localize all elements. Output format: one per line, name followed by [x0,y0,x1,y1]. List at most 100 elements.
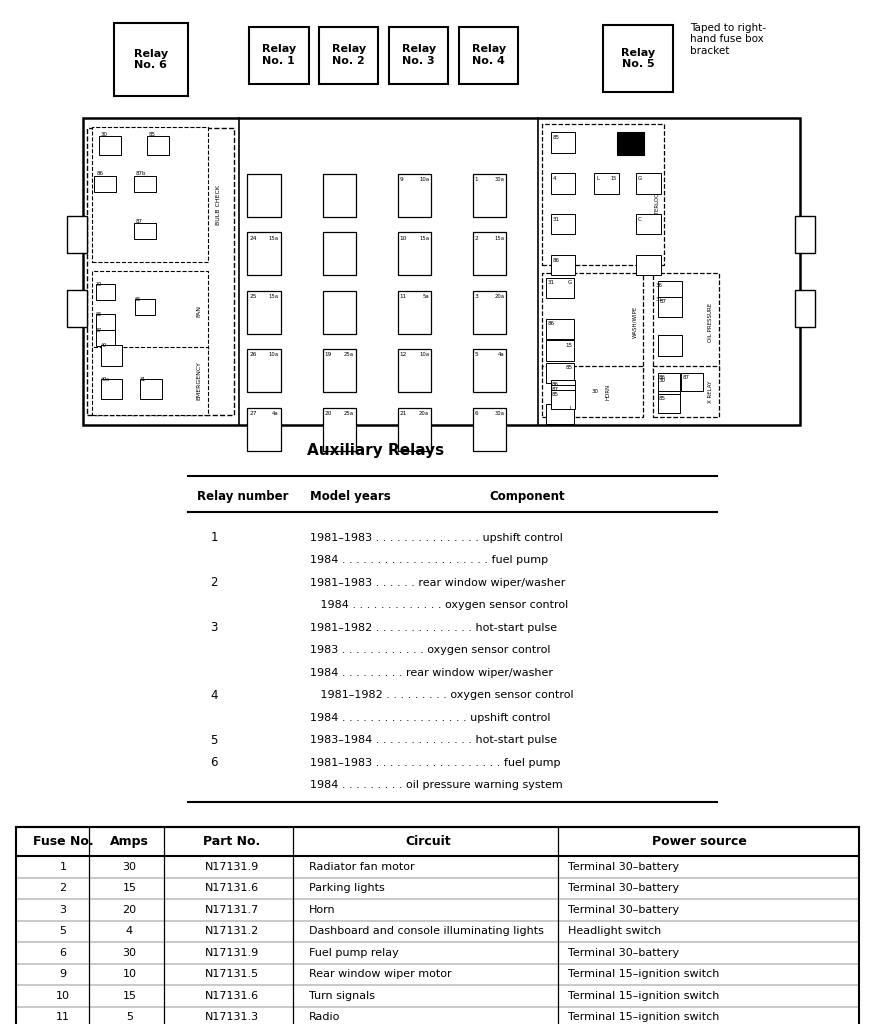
Text: 1984 . . . . . . . . . rear window wiper/washer: 1984 . . . . . . . . . rear window wiper… [310,668,553,678]
Text: 26: 26 [249,352,256,357]
Text: 1981–1982 . . . . . . . . . oxygen sensor control: 1981–1982 . . . . . . . . . oxygen senso… [310,690,574,700]
Bar [617,132,643,155]
Bar [134,223,156,240]
Text: 1984 . . . . . . . . . oil pressure warning system: 1984 . . . . . . . . . oil pressure warn… [310,780,563,791]
Text: 85: 85 [552,135,559,140]
Text: 30a: 30a [495,411,504,416]
Bar [83,118,800,425]
Text: Taped to right-
hand fuse box
bracket: Taped to right- hand fuse box bracket [690,23,766,55]
Bar [101,345,122,366]
Text: Fuel pump relay: Fuel pump relay [309,948,399,957]
Text: N17131.9: N17131.9 [205,862,259,871]
Bar [473,291,506,334]
Text: 1983 . . . . . . . . . . . . oxygen sensor control: 1983 . . . . . . . . . . . . oxygen sens… [310,645,551,655]
Bar [134,175,156,191]
Text: 1983–1984 . . . . . . . . . . . . . . hot-start pulse: 1983–1984 . . . . . . . . . . . . . . ho… [310,735,558,745]
Text: 10a: 10a [420,352,429,357]
Text: FAN: FAN [197,305,202,317]
Text: Component: Component [489,490,565,503]
Text: Radio: Radio [309,1013,340,1022]
Text: 86: 86 [548,322,555,326]
Text: 19: 19 [324,352,331,357]
Text: 15a: 15a [420,236,429,241]
Text: 1981–1983 . . . . . . rear window wiper/washer: 1981–1983 . . . . . . rear window wiper/… [310,578,565,588]
Bar [67,290,87,327]
Text: Terminal 15–ignition switch: Terminal 15–ignition switch [568,1013,719,1022]
Bar [247,349,281,392]
Bar [551,255,575,275]
Text: N17131.9: N17131.9 [205,948,259,957]
Text: 9: 9 [59,970,66,979]
Text: 21: 21 [399,411,406,416]
Text: 15: 15 [565,342,572,347]
Text: 5: 5 [126,1013,133,1022]
Text: 20a: 20a [495,294,504,299]
Text: 25: 25 [249,294,257,299]
Text: 87: 87 [135,219,142,223]
Text: N17131.3: N17131.3 [205,1013,259,1022]
Text: 10: 10 [122,970,136,979]
Text: Rear window wiper motor: Rear window wiper motor [309,970,451,979]
Bar [398,174,431,217]
Bar [398,232,431,275]
Text: 4: 4 [126,927,133,936]
Text: N17131.6: N17131.6 [205,884,259,893]
Text: 85: 85 [149,132,156,137]
Text: 5a: 5a [422,294,429,299]
Bar [551,173,575,194]
Text: Relay
No. 3: Relay No. 3 [401,44,436,67]
Bar [473,349,506,392]
Text: 87: 87 [95,328,101,333]
Text: 12: 12 [399,352,406,357]
Text: 86: 86 [659,375,666,380]
Text: 11: 11 [56,1013,70,1022]
Bar [636,214,661,234]
Bar [323,232,356,275]
Bar [658,394,680,413]
Text: 25a: 25a [344,352,354,357]
Text: 30: 30 [95,282,101,287]
Bar [247,291,281,334]
Bar [140,379,162,399]
Text: Relay
No. 2: Relay No. 2 [331,44,366,67]
Text: Terminal 30–battery: Terminal 30–battery [568,905,679,914]
Text: 10: 10 [399,236,406,241]
Text: 31: 31 [140,377,146,382]
Bar [658,282,683,302]
Text: 86: 86 [552,258,559,263]
Bar [658,336,683,356]
Bar [96,314,115,331]
Bar [67,216,87,253]
Text: 15a: 15a [269,294,279,299]
Text: Terminal 15–ignition switch: Terminal 15–ignition switch [568,991,719,1000]
Text: Circuit: Circuit [406,836,451,848]
Bar [323,291,356,334]
Bar [658,373,680,391]
Bar [658,297,683,317]
Bar [16,827,859,1024]
Text: 31: 31 [548,281,555,285]
Text: 87: 87 [683,375,690,380]
Text: 27: 27 [249,411,257,416]
Text: 15: 15 [122,884,136,893]
Bar [323,408,356,451]
Bar [636,255,661,275]
Bar [546,319,574,340]
Bar [92,347,208,415]
Text: 4: 4 [552,176,556,181]
Text: 25a: 25a [344,411,354,416]
Text: 3: 3 [211,622,218,634]
Text: 15: 15 [611,176,617,181]
Text: 1: 1 [475,177,478,182]
Text: 30: 30 [591,389,598,394]
Text: 86: 86 [96,171,103,176]
Bar [546,279,574,299]
Bar [473,408,506,451]
Bar [92,271,208,351]
Bar [795,216,815,253]
Text: 15a: 15a [269,236,279,241]
Bar [247,232,281,275]
Text: Model years: Model years [310,490,391,503]
Text: Parking lights: Parking lights [309,884,385,893]
Bar [551,385,575,403]
